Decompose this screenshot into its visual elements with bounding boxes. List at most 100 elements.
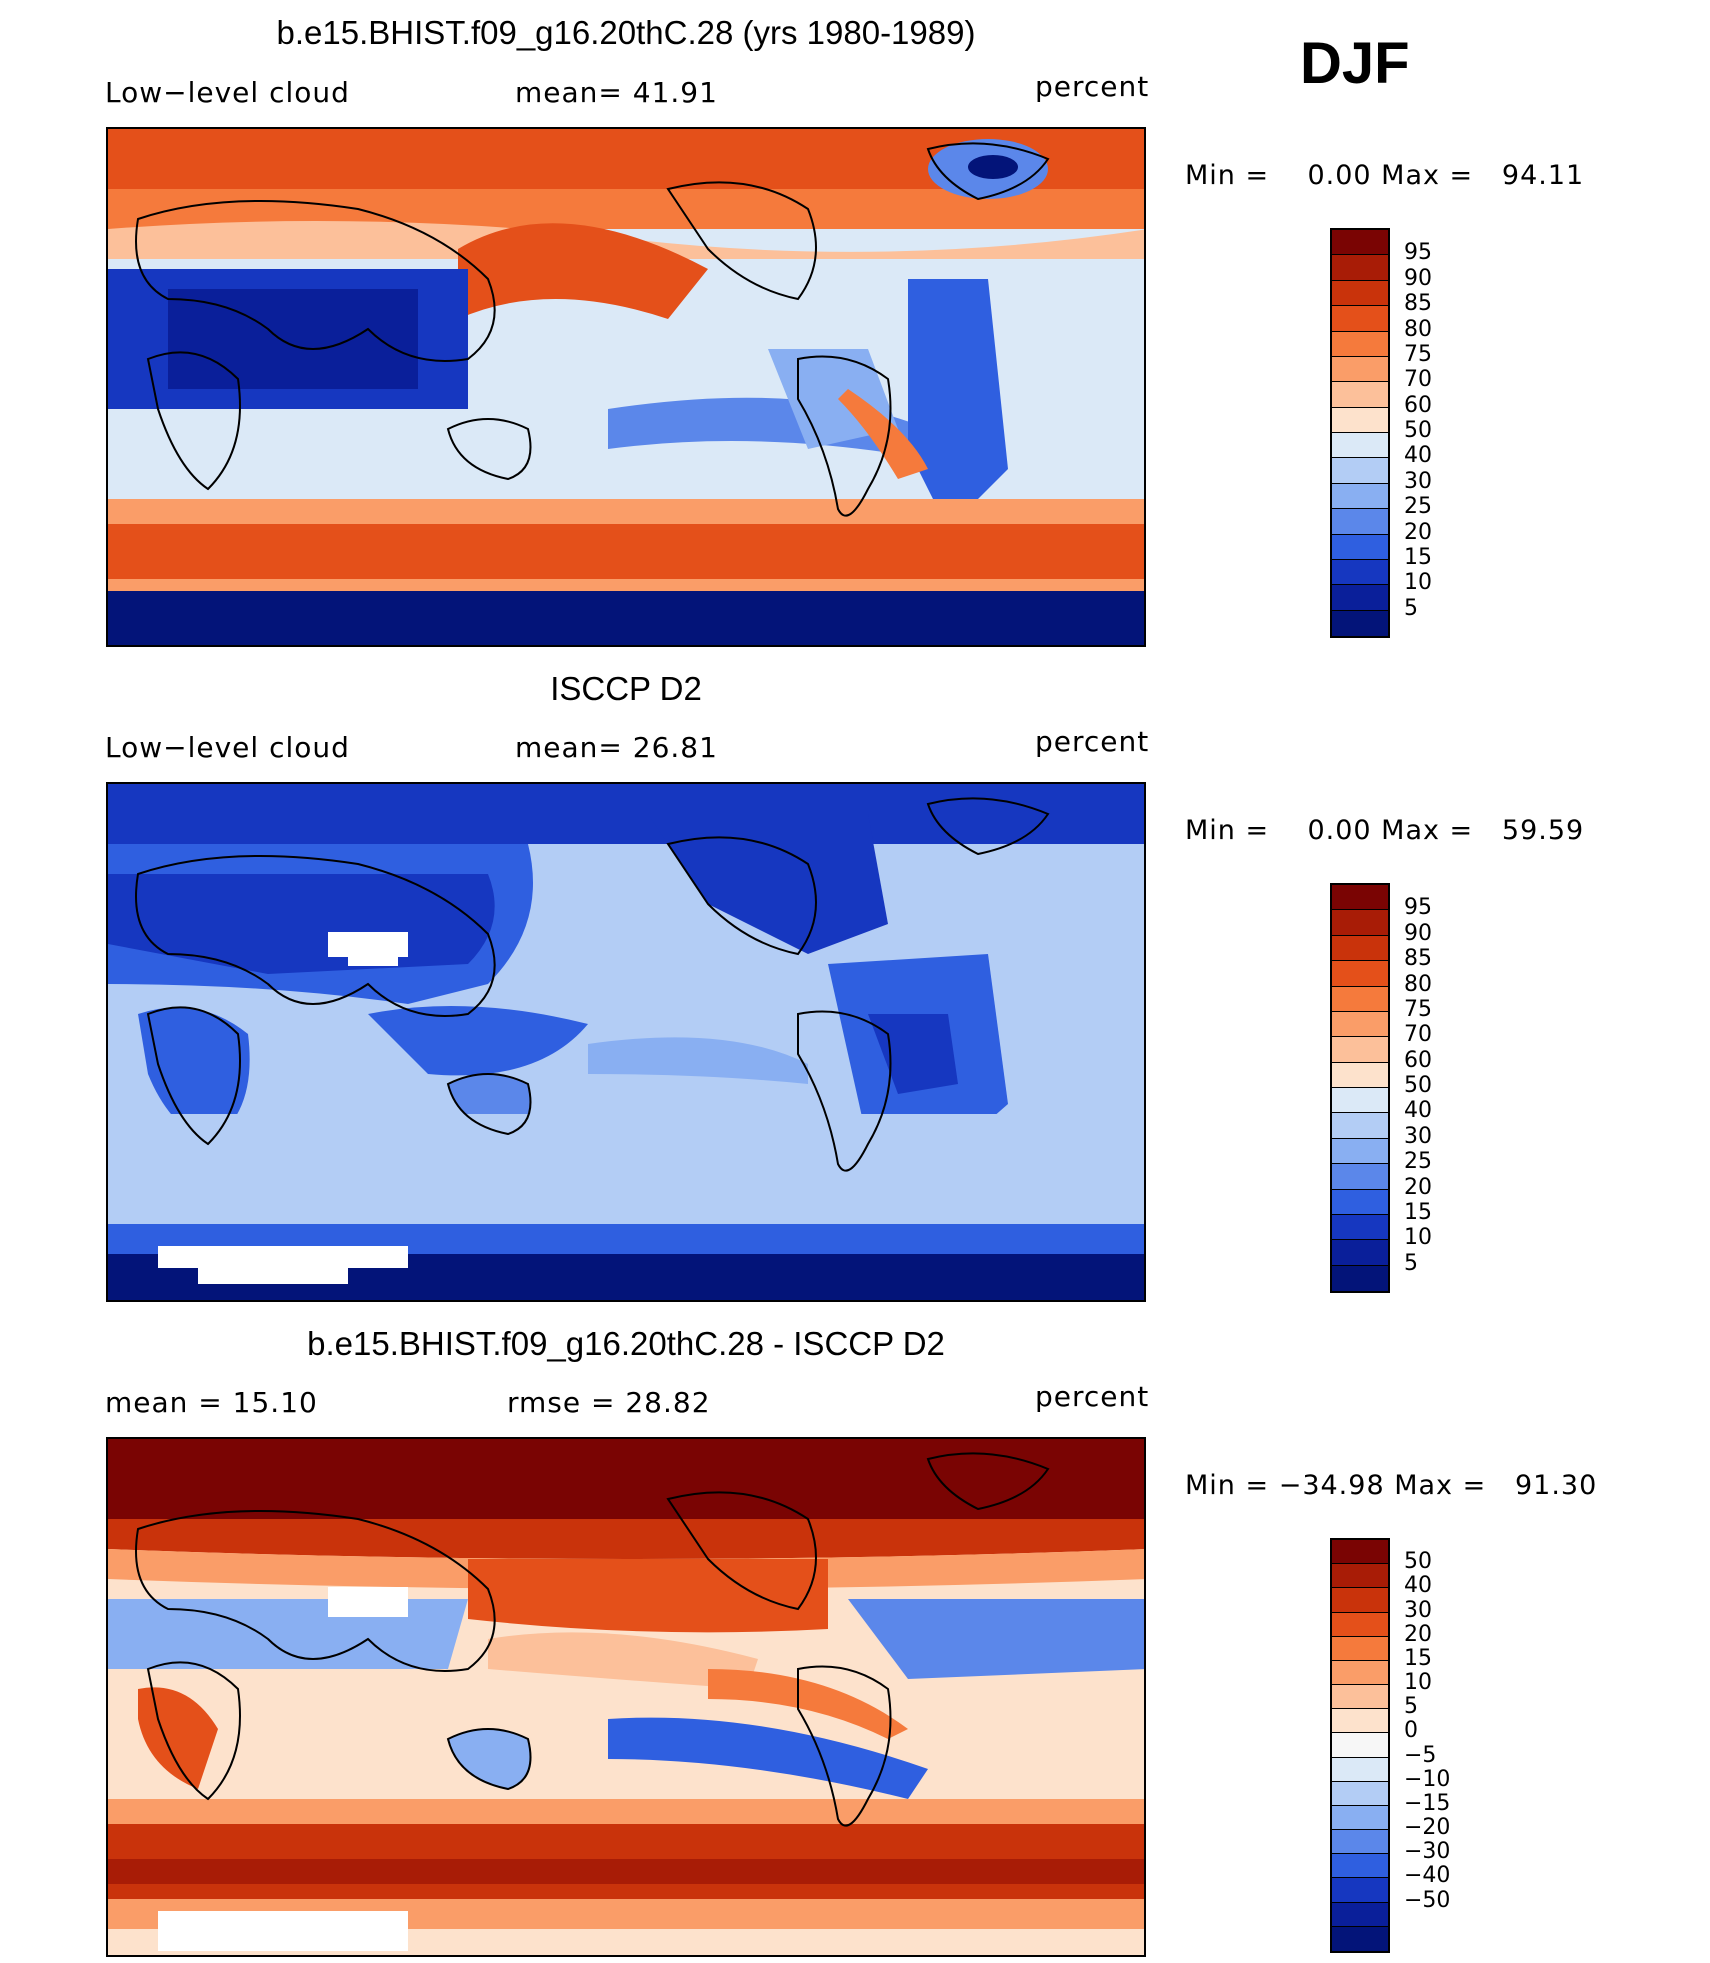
colorbar-segment [1332,534,1388,560]
colorbar-tick-label: 10 [1404,1225,1432,1251]
colorbar-tick-label: 50 [1404,1073,1432,1098]
colorbar-segment [1332,1062,1388,1088]
colorbar-segment [1332,407,1388,433]
colorbar-segment [1332,1240,1388,1266]
colorbar-segment [1332,885,1388,911]
panel-1-title: b.e15.BHIST.f09_g16.20thC.28 (yrs 1980-1… [276,14,976,51]
colorbar-segment [1332,1854,1388,1879]
colorbar-segment [1332,1902,1388,1927]
colorbar-tick-label: 20 [1404,1621,1432,1647]
colorbar-segment [1332,1164,1388,1190]
colorbar-tick-label: 95 [1404,240,1432,266]
panel-3-map-svg [108,1439,1144,1955]
panel-1-units-label: percent [1035,70,1150,103]
colorbar-tick-label: 80 [1404,316,1432,342]
colorbar-tick-label: 70 [1404,1022,1432,1048]
colorbar-tick-label: 50 [1404,418,1432,443]
colorbar-segment [1332,1757,1388,1782]
colorbar-segment [1332,255,1388,281]
season-label: DJF [1300,31,1410,96]
colorbar-tick-label: 15 [1404,544,1432,570]
panel-1-minmax: Min = 0.00 Max = 94.11 [1185,160,1585,191]
colorbar-tick-label: −10 [1404,1766,1451,1792]
colorbar-segment [1332,1088,1388,1114]
colorbar-tick-label: −5 [1404,1742,1437,1768]
colorbar-segment [1332,483,1388,510]
colorbar-segment [1332,585,1388,611]
colorbar-tick-label: −30 [1404,1839,1451,1865]
colorbar-tick-label: 70 [1404,367,1432,393]
colorbar-segment [1332,1011,1388,1038]
panel-3-map [106,1437,1146,1957]
colorbar-segment [1332,230,1388,256]
colorbar-segment [1332,509,1388,535]
colorbar-tick-label: 25 [1404,1149,1432,1175]
colorbar-segment [1332,1540,1388,1565]
colorbar-segment [1332,1781,1388,1806]
panel-2-map [106,782,1146,1302]
colorbar-tick-label: 30 [1404,468,1432,494]
panel-1-map [106,127,1146,647]
colorbar-segment [1332,1588,1388,1613]
colorbar-segment [1332,1878,1388,1903]
colorbar-tick-label: 30 [1404,1123,1432,1149]
colorbar-tick-label: 25 [1404,494,1432,520]
colorbar-segment [1332,1265,1388,1291]
colorbar-segment [1332,458,1388,484]
colorbar-tick-label: 15 [1404,1645,1432,1671]
colorbar-tick-label: −50 [1404,1887,1451,1913]
colorbar-segment [1332,356,1388,383]
panel-3-colorbar [1330,1538,1390,1953]
colorbar-segment [1332,610,1388,636]
panel-3-mean-label: mean = 15.10 [105,1386,318,1419]
colorbar-tick-label: 95 [1404,895,1432,921]
colorbar-tick-label: 40 [1404,443,1432,469]
panel-3-units-label: percent [1035,1380,1150,1413]
colorbar-tick-label: 60 [1404,392,1432,418]
colorbar-segment [1332,280,1388,307]
colorbar-segment [1332,1214,1388,1241]
panel-2-colorbar [1330,883,1390,1293]
colorbar-tick-label: 50 [1404,1549,1432,1575]
colorbar-segment [1332,1564,1388,1589]
colorbar-segment [1332,935,1388,962]
colorbar-tick-label: 5 [1404,1250,1418,1276]
colorbar-tick-label: 5 [1404,1694,1418,1720]
colorbar-segment [1332,910,1388,936]
colorbar-tick-label: 0 [1404,1718,1418,1744]
colorbar-segment [1332,382,1388,408]
colorbar-tick-label: 90 [1404,265,1432,291]
colorbar-segment [1332,1189,1388,1215]
colorbar-segment [1332,1830,1388,1855]
colorbar-segment [1332,1660,1388,1686]
colorbar-segment [1332,559,1388,586]
colorbar-segment [1332,1636,1388,1661]
panel-2-map-svg [108,784,1144,1300]
panel-3-rmse-label: rmse = 28.82 [507,1386,711,1419]
colorbar-segment [1332,1805,1388,1831]
colorbar-segment [1332,1926,1388,1951]
colorbar-tick-label: 10 [1404,1670,1432,1696]
colorbar-tick-label: 20 [1404,1174,1432,1200]
colorbar-tick-label: 10 [1404,570,1432,596]
panel-3-title: b.e15.BHIST.f09_g16.20thC.28 - ISCCP D2 [307,1325,945,1362]
colorbar-tick-label: 30 [1404,1597,1432,1623]
panel-1-mean-label: mean= 41.91 [515,76,718,109]
colorbar-tick-label: 40 [1404,1573,1432,1599]
colorbar-tick-label: 90 [1404,920,1432,946]
colorbar-tick-label: 80 [1404,971,1432,997]
panel-2-mean-label: mean= 26.81 [515,731,718,764]
colorbar-segment [1332,1113,1388,1139]
panel-2-units-label: percent [1035,725,1150,758]
colorbar-tick-label: 75 [1404,996,1432,1022]
colorbar-segment [1332,1709,1388,1734]
colorbar-segment [1332,331,1388,357]
panel-2-title: ISCCP D2 [550,670,702,707]
colorbar-tick-label: 20 [1404,519,1432,545]
colorbar-tick-label: 15 [1404,1199,1432,1225]
colorbar-tick-label: −40 [1404,1863,1451,1889]
colorbar-tick-label: 5 [1404,595,1418,621]
colorbar-segment [1332,1037,1388,1063]
colorbar-segment [1332,1685,1388,1710]
colorbar-tick-label: 75 [1404,341,1432,367]
